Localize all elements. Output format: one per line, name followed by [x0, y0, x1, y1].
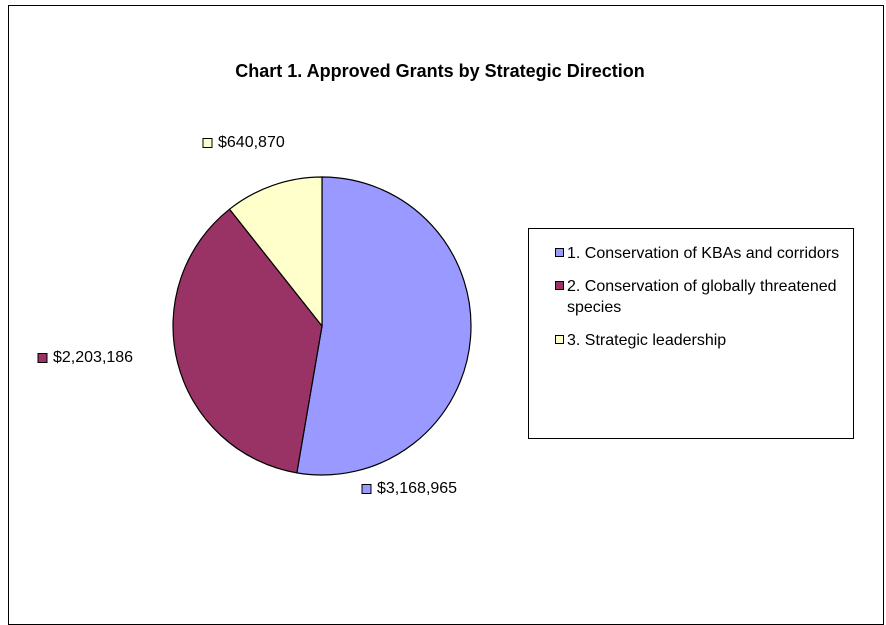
legend-label: 2. Conservation of globally threatened s… — [567, 278, 837, 316]
legend-label: 1. Conservation of KBAs and corridors — [567, 245, 840, 262]
legend-entry: 3. Strategic leadership — [555, 330, 843, 351]
legend-entry: 2. Conservation of globally threatened s… — [555, 276, 843, 318]
legend: 1. Conservation of KBAs and corridors 2. … — [528, 228, 854, 439]
chart-title: Chart 1. Approved Grants by Strategic Di… — [235, 61, 644, 81]
data-label: $3,168,965 — [377, 480, 457, 497]
data-label: $2,203,186 — [53, 349, 133, 366]
legend-label: 3. Strategic leadership — [567, 332, 727, 349]
pie-slice — [228, 176, 323, 328]
data-label: $640,870 — [218, 134, 285, 151]
legend-swatch — [555, 281, 564, 290]
label-swatch — [361, 484, 372, 494]
pie-slice — [172, 208, 323, 474]
legend-swatch — [555, 335, 564, 344]
legend-entry: 1. Conservation of KBAs and corridors — [555, 243, 843, 264]
legend-swatch — [555, 248, 564, 257]
label-swatch — [202, 138, 213, 148]
label-swatch — [37, 353, 48, 363]
pie-slice — [296, 176, 472, 476]
